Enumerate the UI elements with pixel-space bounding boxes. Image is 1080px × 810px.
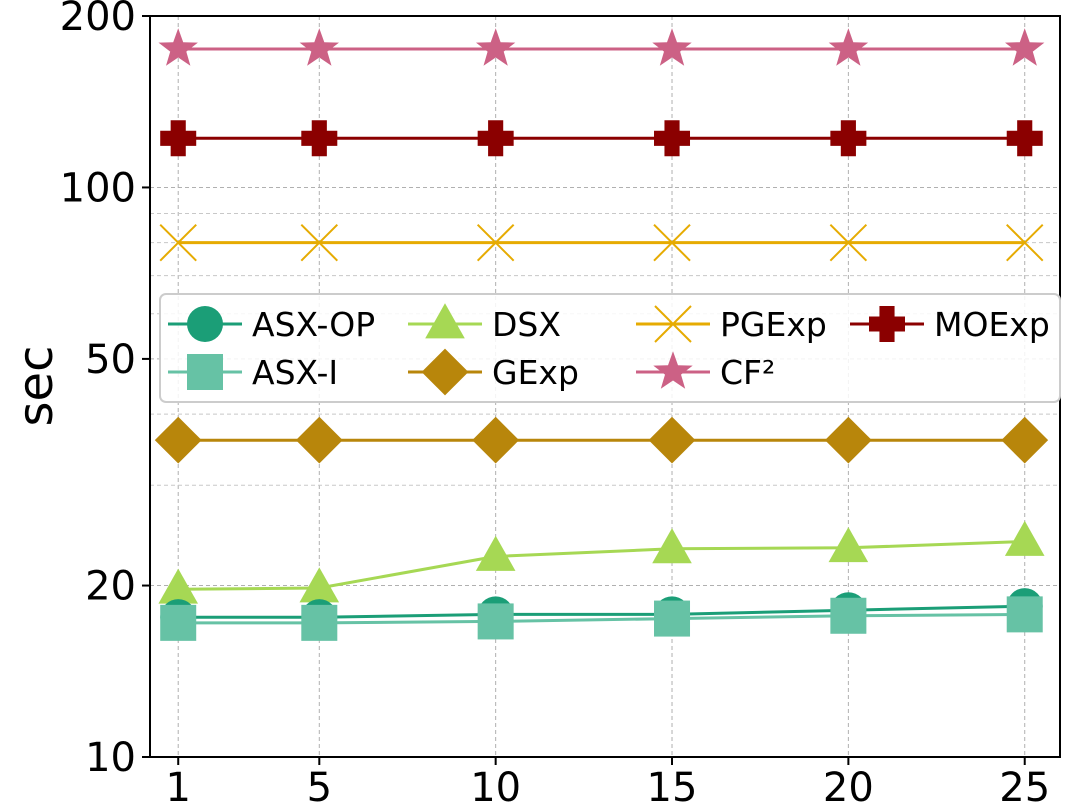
series-gexp bbox=[154, 416, 1049, 464]
legend-entry: ASX-OP bbox=[168, 305, 375, 344]
data-point bbox=[1006, 596, 1043, 633]
legend-label: PGExp bbox=[720, 305, 827, 344]
x-tick-label: 10 bbox=[470, 765, 521, 810]
y-tick-label: 20 bbox=[85, 564, 136, 610]
data-point bbox=[158, 28, 198, 66]
series-line bbox=[178, 612, 1025, 625]
data-point bbox=[160, 604, 197, 641]
data-point bbox=[299, 567, 340, 603]
series-line bbox=[178, 540, 1025, 591]
x-tick-label: 5 bbox=[307, 765, 332, 810]
data-point bbox=[1006, 120, 1043, 157]
data-point bbox=[476, 223, 515, 262]
series-dsx bbox=[158, 520, 1045, 604]
data-point bbox=[472, 416, 520, 464]
series-asxi bbox=[160, 596, 1043, 641]
data-point bbox=[477, 603, 514, 640]
legend-marker bbox=[187, 354, 223, 390]
legend-entry: ASX-I bbox=[168, 353, 338, 392]
data-point bbox=[828, 527, 869, 563]
y-axis-title: sec bbox=[8, 346, 64, 427]
legend-entry: CF² bbox=[636, 351, 775, 392]
y-tick-label: 100 bbox=[60, 165, 136, 211]
data-point bbox=[654, 120, 691, 157]
data-point bbox=[160, 120, 197, 157]
legend-marker bbox=[187, 306, 223, 342]
data-point bbox=[154, 416, 202, 464]
legend-marker bbox=[653, 351, 693, 389]
data-point bbox=[653, 223, 691, 262]
data-point bbox=[654, 600, 691, 637]
data-point bbox=[301, 604, 338, 641]
data-point bbox=[652, 528, 692, 564]
legend-marker bbox=[421, 348, 469, 396]
data-point bbox=[300, 223, 339, 262]
data-point bbox=[828, 28, 869, 66]
legend-box bbox=[159, 293, 1061, 403]
series-cf bbox=[158, 28, 1045, 66]
data-point bbox=[301, 120, 338, 157]
legend-label: CF² bbox=[720, 353, 775, 392]
legend-entry: DSX bbox=[408, 303, 561, 344]
legend: ASX-OP ASX-I DSX GExp PGExp CF² MOExp bbox=[159, 293, 1061, 403]
series-moexp bbox=[160, 120, 1043, 157]
x-tick-label: 15 bbox=[647, 765, 698, 810]
data-point bbox=[1004, 520, 1045, 556]
data-point bbox=[1006, 223, 1044, 262]
y-tick-label: 200 bbox=[60, 0, 136, 40]
legend-label: ASX-OP bbox=[252, 305, 375, 344]
x-tick-label: 25 bbox=[999, 765, 1050, 810]
y-tick-label: 10 bbox=[85, 735, 136, 781]
data-point bbox=[475, 535, 516, 571]
data-point bbox=[830, 120, 867, 157]
x-tick-label: 20 bbox=[823, 765, 874, 810]
legend-entry: MOExp bbox=[850, 305, 1050, 344]
data-point bbox=[830, 597, 867, 634]
legend-entry: PGExp bbox=[636, 305, 827, 344]
data-point bbox=[299, 28, 339, 66]
legend-entry: GExp bbox=[408, 348, 579, 396]
legend-label: ASX-I bbox=[252, 353, 338, 392]
legend-label: DSX bbox=[492, 305, 561, 344]
data-point bbox=[476, 28, 516, 66]
data-point bbox=[159, 223, 197, 262]
legend-label: GExp bbox=[492, 353, 579, 392]
x-tick-label: 1 bbox=[165, 765, 190, 810]
legend-marker bbox=[425, 303, 465, 339]
data-point bbox=[477, 120, 514, 157]
data-point bbox=[648, 416, 696, 464]
y-tick-label: 50 bbox=[85, 337, 136, 383]
data-point bbox=[1001, 416, 1049, 464]
data-point bbox=[824, 416, 872, 464]
legend-marker bbox=[869, 306, 905, 342]
series-layer bbox=[154, 28, 1049, 641]
data-point bbox=[652, 28, 692, 66]
data-point bbox=[158, 568, 199, 604]
data-point bbox=[295, 416, 343, 464]
data-point bbox=[1005, 28, 1045, 66]
data-point bbox=[829, 223, 868, 262]
legend-label: MOExp bbox=[934, 305, 1050, 344]
series-line bbox=[178, 604, 1025, 619]
series-asxop bbox=[160, 588, 1043, 636]
legend-marker bbox=[654, 305, 692, 343]
series-pgexp bbox=[159, 223, 1044, 262]
